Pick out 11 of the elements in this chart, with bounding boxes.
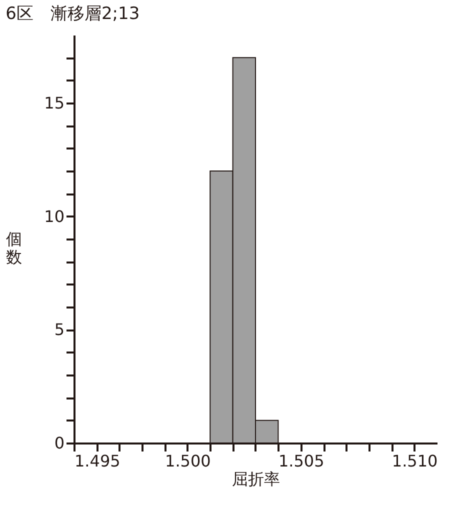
chart-title: 6区 漸移層2;13: [6, 4, 140, 24]
x-tick-label: 1.510: [392, 452, 438, 470]
y-tick-label: 15: [44, 94, 64, 112]
x-tick-label: 1.505: [278, 452, 324, 470]
x-tick-label: 1.500: [165, 452, 211, 470]
x-axis-title: 屈折率: [232, 470, 280, 488]
y-tick-label: 0: [54, 434, 64, 452]
y-axis-title: 個数: [6, 230, 22, 266]
y-tick-label: 5: [54, 320, 64, 340]
x-tick-label: 1.495: [74, 452, 120, 470]
y-tick-label: 10: [44, 206, 64, 226]
